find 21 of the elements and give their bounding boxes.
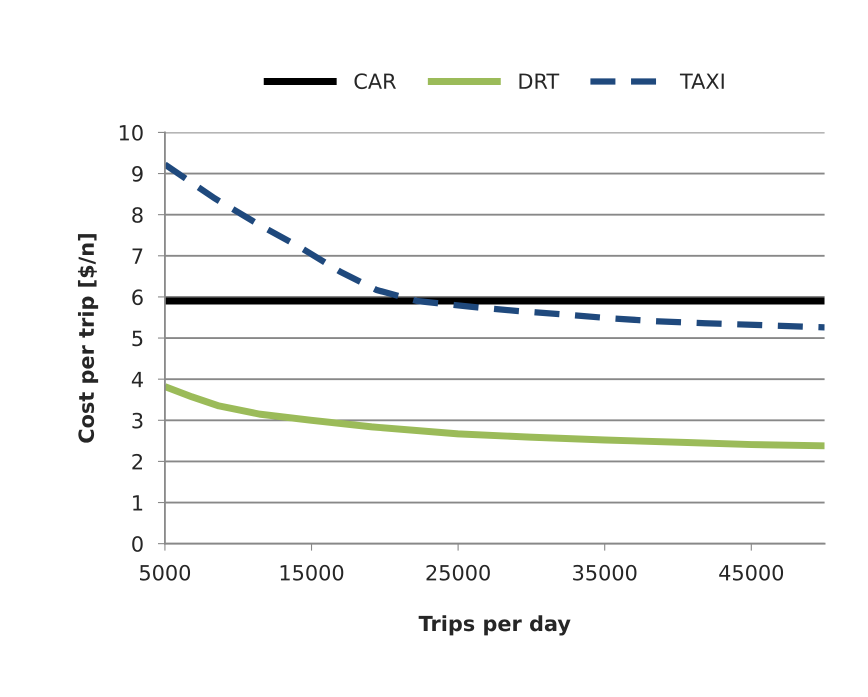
y-tick-label: 8 — [132, 207, 143, 223]
y-axis-title: Cost per trip [$/n] — [78, 234, 98, 443]
legend-label: DRT — [519, 74, 560, 89]
x-tick-label: 15000 — [280, 564, 344, 581]
x-tick-label: 25000 — [426, 564, 490, 581]
y-tick-label: 3 — [132, 412, 142, 428]
legend-label: TAXI — [680, 74, 724, 89]
x-tick-label: 45000 — [719, 564, 784, 581]
y-tick-label: 4 — [132, 372, 143, 388]
y-tick-label: 1 — [133, 495, 142, 510]
x-tick-label: 35000 — [573, 564, 636, 581]
y-tick-label: 6 — [132, 289, 143, 306]
y-tick-label: 10 — [120, 124, 143, 141]
x-tick-label: 5000 — [140, 564, 190, 581]
legend-label: CAR — [354, 73, 396, 90]
y-tick-label: 5 — [132, 330, 142, 346]
y-tick-label: 0 — [132, 536, 143, 552]
x-axis-title: Trips per day — [418, 615, 571, 636]
y-tick-label: 9 — [132, 166, 143, 182]
y-tick-label: 7 — [132, 248, 142, 264]
y-tick-label: 2 — [132, 454, 142, 470]
